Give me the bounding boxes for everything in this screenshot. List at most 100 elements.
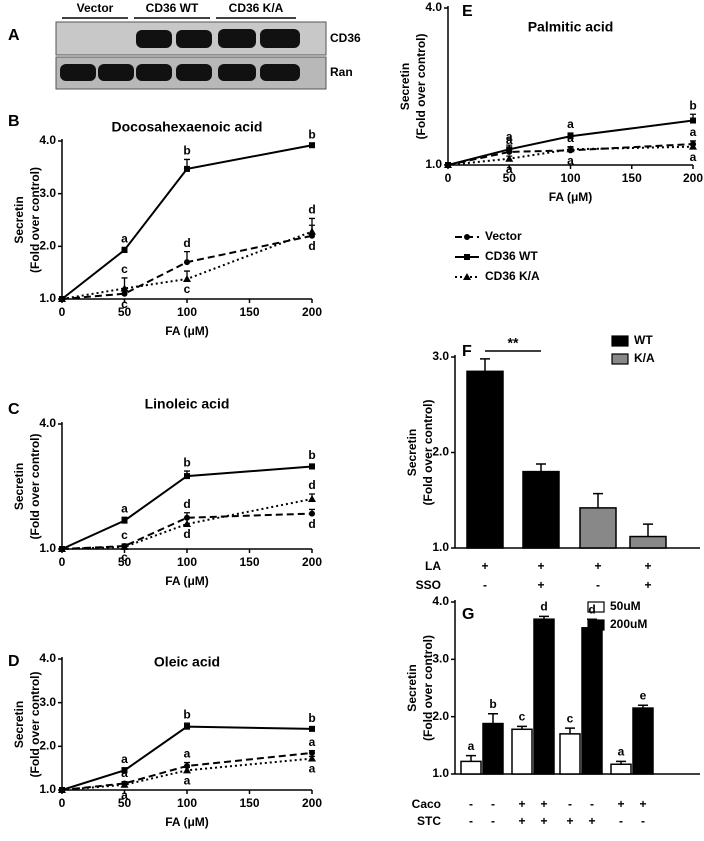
y-tick-label: 4.0 <box>425 0 442 14</box>
series-line <box>447 145 694 166</box>
y-tick-label: 2.0 <box>39 739 56 753</box>
y-tick-label: 2.0 <box>432 445 449 459</box>
point-label: a <box>309 762 316 776</box>
y-axis-label: (Fold over control) <box>28 167 42 273</box>
row-value: - <box>469 814 473 828</box>
point-label: c <box>121 550 128 564</box>
marker <box>566 145 575 153</box>
y-tick-label: 3.0 <box>432 652 449 666</box>
marker <box>690 117 696 124</box>
marker <box>309 463 315 470</box>
x-tick-label: 150 <box>239 796 259 810</box>
point-label: d <box>183 236 190 250</box>
point-label: b <box>308 127 315 141</box>
row-value: - <box>641 814 645 828</box>
point-label: d <box>183 497 190 511</box>
y-tick-label: 1.0 <box>39 291 56 305</box>
y-tick-label: 1.0 <box>425 157 442 171</box>
row-label: LA <box>425 559 441 573</box>
row-value: - <box>590 797 594 811</box>
x-tick-label: 100 <box>177 796 197 810</box>
panel-label: C <box>8 401 20 418</box>
error-bar <box>480 358 490 372</box>
y-tick-label: 2.0 <box>432 709 449 723</box>
marker <box>184 165 190 172</box>
series-line <box>61 230 313 300</box>
series-line <box>61 498 313 550</box>
marker <box>184 473 190 480</box>
point-label: b <box>308 711 315 725</box>
bar <box>466 370 504 549</box>
band <box>260 29 300 48</box>
y-tick-label: 1.0 <box>39 541 56 555</box>
bar <box>511 728 533 775</box>
row-value: + <box>540 797 547 811</box>
y-tick-label: 4.0 <box>39 133 56 147</box>
legend-marker <box>464 234 470 240</box>
bar-label: b <box>489 697 496 711</box>
legend-marker <box>464 254 470 260</box>
bar <box>533 618 555 775</box>
series-line <box>61 144 313 300</box>
y-axis-label: Secretin <box>12 701 26 748</box>
x-axis-label: FA (μM) <box>549 190 593 204</box>
x-axis-label: FA (μM) <box>165 324 209 338</box>
chart-title: Oleic acid <box>154 654 220 670</box>
band <box>218 29 256 48</box>
marker <box>505 154 514 162</box>
point-label: a <box>506 133 513 147</box>
marker <box>567 133 574 140</box>
y-axis-label: Secretin <box>12 463 26 510</box>
x-tick-label: 150 <box>622 171 642 185</box>
row-value: + <box>644 578 651 592</box>
point-label: a <box>506 162 513 176</box>
bar <box>632 707 654 775</box>
point-label: c <box>121 297 128 311</box>
marker <box>58 545 66 552</box>
error-bar <box>466 754 476 762</box>
legend-label: CD36 WT <box>485 249 538 263</box>
row-value: + <box>518 797 525 811</box>
row-value: + <box>588 814 595 828</box>
marker <box>183 520 191 527</box>
point-label: d <box>308 203 315 217</box>
marker <box>308 495 316 502</box>
blot-bands <box>60 29 300 81</box>
row-value: + <box>566 814 573 828</box>
row-value: + <box>594 559 601 573</box>
error-bar <box>536 463 546 472</box>
y-axis-label: (Fold over control) <box>421 635 435 741</box>
row-value: - <box>619 814 623 828</box>
series-line <box>447 143 694 166</box>
point-label: c <box>121 262 128 276</box>
legend-swatch <box>587 601 605 613</box>
error-bar <box>565 727 575 734</box>
point-label: a <box>184 747 191 761</box>
x-tick-label: 200 <box>683 171 703 185</box>
band <box>136 30 172 48</box>
marker <box>506 146 513 153</box>
row-value: + <box>540 814 547 828</box>
x-tick-label: 0 <box>59 796 66 810</box>
chart-title: Linoleic acid <box>145 396 230 412</box>
point-label: d <box>308 239 315 253</box>
point-label: a <box>121 502 128 516</box>
marker <box>120 284 129 292</box>
marker <box>689 142 697 150</box>
x-tick-label: 150 <box>239 555 259 569</box>
series-line <box>447 119 694 166</box>
y-axis-label: Secretin <box>398 63 412 110</box>
row-value: - <box>469 797 473 811</box>
row-value: + <box>644 559 651 573</box>
band <box>60 64 96 81</box>
significance-label: ** <box>508 335 519 351</box>
y-tick-label: 4.0 <box>39 416 56 430</box>
y-axis-label: (Fold over control) <box>421 400 435 506</box>
point-label: a <box>121 752 128 766</box>
y-tick-label: 1.0 <box>432 540 449 554</box>
point-label: a <box>690 125 697 139</box>
point-label: a <box>121 788 128 802</box>
band <box>176 64 212 81</box>
row-value: + <box>481 559 488 573</box>
bar <box>610 763 632 775</box>
